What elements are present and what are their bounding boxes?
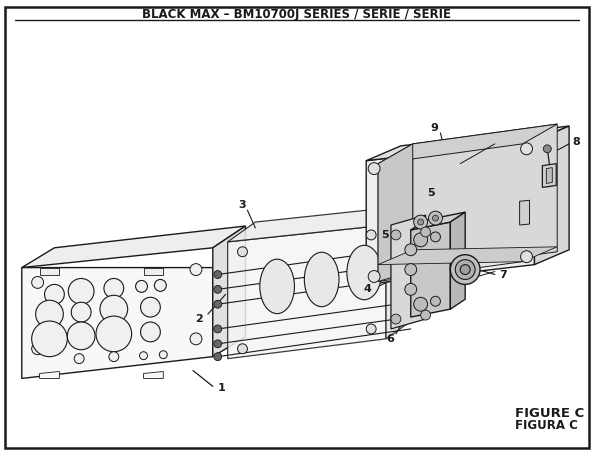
Text: 6: 6: [386, 334, 394, 344]
Circle shape: [421, 310, 431, 320]
Polygon shape: [413, 124, 557, 272]
Circle shape: [74, 354, 84, 364]
Circle shape: [160, 351, 167, 359]
Polygon shape: [542, 164, 556, 187]
Circle shape: [433, 215, 439, 221]
Text: FIGURE C: FIGURE C: [515, 407, 584, 420]
Polygon shape: [40, 372, 59, 379]
Polygon shape: [535, 126, 569, 265]
Polygon shape: [391, 215, 425, 329]
Circle shape: [96, 316, 131, 352]
Circle shape: [35, 300, 64, 328]
Polygon shape: [451, 212, 465, 309]
Circle shape: [418, 219, 424, 225]
Text: FIGURA C: FIGURA C: [515, 420, 578, 432]
Text: 8: 8: [572, 137, 580, 147]
Circle shape: [368, 163, 380, 175]
Polygon shape: [386, 205, 414, 339]
Polygon shape: [22, 226, 245, 268]
Circle shape: [521, 251, 532, 263]
Circle shape: [100, 295, 128, 323]
Polygon shape: [547, 167, 552, 183]
Circle shape: [214, 353, 222, 361]
Polygon shape: [227, 225, 386, 359]
Circle shape: [421, 227, 431, 237]
Circle shape: [428, 211, 442, 225]
Circle shape: [214, 285, 222, 293]
Ellipse shape: [260, 259, 295, 313]
Ellipse shape: [460, 265, 470, 274]
Circle shape: [154, 279, 166, 291]
Circle shape: [368, 271, 380, 283]
Ellipse shape: [451, 255, 480, 284]
Polygon shape: [378, 124, 557, 164]
Circle shape: [214, 300, 222, 308]
Polygon shape: [366, 126, 569, 161]
Ellipse shape: [455, 260, 475, 279]
Circle shape: [190, 333, 202, 345]
Ellipse shape: [304, 252, 339, 307]
Text: 5: 5: [382, 230, 389, 240]
Circle shape: [140, 322, 160, 342]
Circle shape: [214, 340, 222, 348]
Polygon shape: [378, 144, 523, 282]
Text: BLACK MAX – BM10700J SERIES / SÉRIE / SERIE: BLACK MAX – BM10700J SERIES / SÉRIE / SE…: [142, 7, 451, 21]
Polygon shape: [366, 141, 535, 284]
Text: 1: 1: [218, 383, 226, 393]
Text: 3: 3: [238, 200, 245, 210]
Polygon shape: [411, 222, 451, 317]
Circle shape: [405, 263, 416, 276]
Circle shape: [414, 233, 428, 247]
Text: 7: 7: [499, 269, 506, 279]
Circle shape: [238, 344, 247, 354]
Polygon shape: [40, 268, 59, 274]
Text: 9: 9: [431, 123, 439, 133]
Circle shape: [366, 230, 376, 240]
Circle shape: [431, 232, 440, 242]
Text: 5: 5: [427, 188, 434, 198]
Circle shape: [391, 230, 401, 240]
Polygon shape: [213, 226, 245, 357]
Polygon shape: [143, 372, 163, 379]
Circle shape: [32, 321, 67, 357]
Polygon shape: [227, 205, 414, 242]
Circle shape: [140, 297, 160, 317]
Circle shape: [190, 263, 202, 276]
Circle shape: [405, 244, 416, 256]
Circle shape: [109, 352, 119, 362]
Circle shape: [238, 247, 247, 257]
Circle shape: [68, 278, 94, 304]
Polygon shape: [411, 212, 465, 230]
Polygon shape: [520, 200, 530, 225]
Circle shape: [44, 284, 64, 304]
Circle shape: [431, 296, 440, 306]
Polygon shape: [22, 268, 213, 379]
Circle shape: [391, 314, 401, 324]
Circle shape: [32, 277, 44, 288]
Circle shape: [71, 302, 91, 322]
Circle shape: [136, 280, 148, 292]
Circle shape: [414, 215, 428, 229]
Polygon shape: [143, 268, 163, 274]
Polygon shape: [378, 144, 413, 282]
Circle shape: [214, 325, 222, 333]
Ellipse shape: [347, 245, 382, 300]
Text: 4: 4: [363, 284, 371, 294]
Circle shape: [104, 278, 124, 298]
Circle shape: [366, 324, 376, 334]
Circle shape: [405, 283, 416, 295]
Polygon shape: [378, 247, 557, 265]
Circle shape: [544, 145, 551, 153]
Text: 2: 2: [195, 314, 203, 324]
Circle shape: [214, 271, 222, 278]
Circle shape: [414, 297, 428, 311]
Circle shape: [67, 322, 95, 350]
Circle shape: [32, 343, 44, 355]
Circle shape: [140, 352, 148, 359]
Circle shape: [521, 143, 532, 155]
